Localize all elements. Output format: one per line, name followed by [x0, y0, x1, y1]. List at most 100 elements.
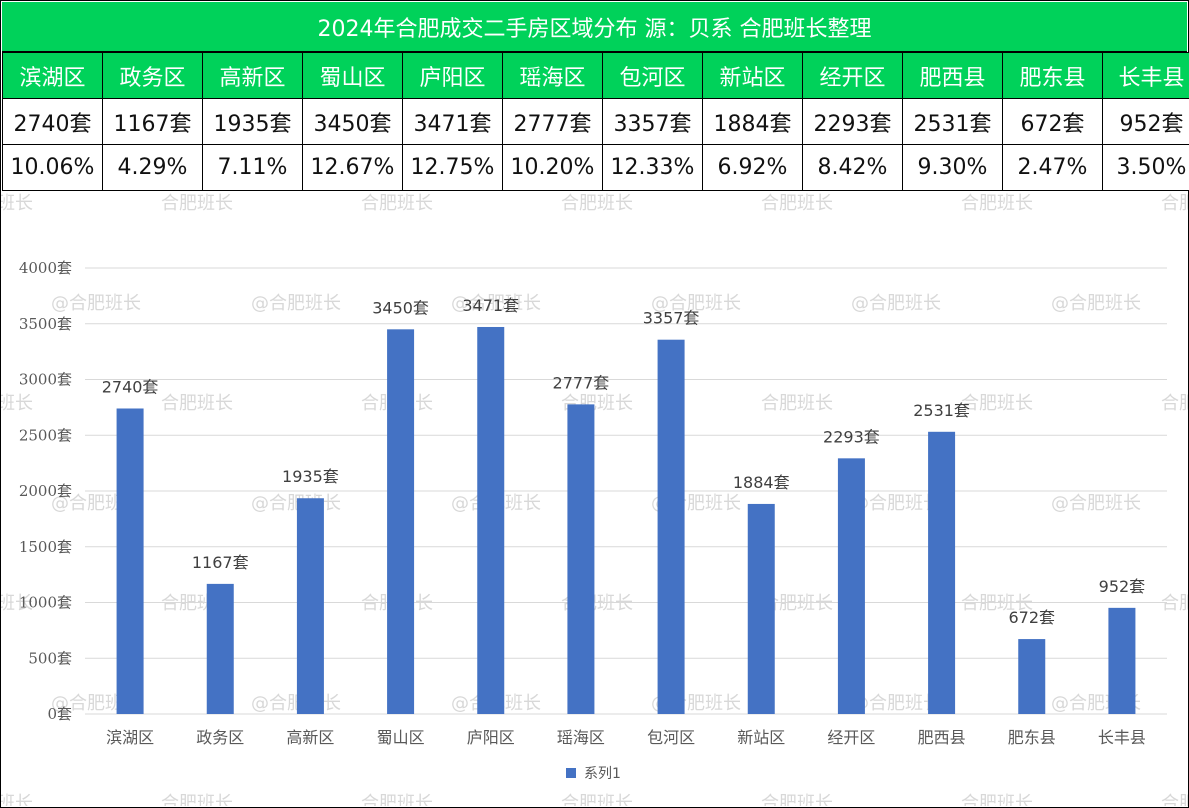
table-cell-count: 2293套: [802, 98, 903, 145]
table-cell-percent: 7.11%: [202, 144, 303, 191]
data-label: 3450套: [372, 298, 429, 317]
data-label: 1935套: [282, 467, 339, 486]
table-cell-count: 1935套: [202, 98, 303, 145]
watermark-text: @合肥班长: [1051, 493, 1141, 514]
table-header-cell: 包河区: [602, 52, 703, 99]
table-row-percents: 10.06% 4.29% 7.11% 12.67% 12.75% 10.20% 12.33%…: [2, 144, 1189, 191]
table-cell-count: 1167套: [102, 98, 203, 145]
x-tick-label: 政务区: [196, 728, 244, 747]
x-tick-label: 肥东县: [1008, 728, 1056, 747]
table-header-cell: 新站区: [702, 52, 803, 99]
table-cell-count: 1884套: [702, 98, 803, 145]
watermark-text: 合肥班长: [961, 593, 1033, 614]
data-label: 3357套: [643, 309, 700, 328]
watermark-text: 合肥班长: [761, 393, 833, 414]
watermark-text: 合肥班长: [361, 793, 433, 806]
x-tick-label: 肥西县: [918, 728, 966, 747]
table-header-row: 滨湖区 政务区 高新区 蜀山区 庐阳区 瑶海区 包河区 新站区 经开区 肥西县 肥东县 长丰县: [2, 52, 1189, 99]
table-header-cell: 长丰县: [1102, 52, 1189, 99]
table-header-cell: 蜀山区: [302, 52, 403, 99]
table-cell-percent: 2.47%: [1002, 144, 1103, 191]
x-tick-label: 经开区: [827, 728, 875, 747]
watermark-text: 合肥班长: [1161, 193, 1188, 214]
table-cell-count: 2740套: [2, 98, 103, 145]
data-label: 952套: [1099, 577, 1146, 596]
bar: [387, 329, 415, 714]
table-header-cell: 庐阳区: [402, 52, 503, 99]
watermark-text: 合肥班长: [1, 593, 33, 614]
page-title: 2024年合肥成交二手房区域分布 源：贝系 合肥班长整理: [2, 2, 1187, 52]
y-tick-label: 1500套: [19, 538, 72, 556]
y-tick-label: 500套: [28, 649, 72, 667]
y-tick-label: 3500套: [19, 315, 72, 333]
table-cell-count: 3471套: [402, 98, 503, 145]
data-label: 672套: [1008, 608, 1055, 627]
watermark-text: 合肥班长: [161, 793, 233, 806]
watermark-text: 合肥班长: [1161, 593, 1188, 614]
data-label: 2740套: [102, 377, 159, 396]
x-tick-label: 蜀山区: [377, 728, 425, 747]
watermark-text: 合肥班长: [1161, 393, 1188, 414]
bar-chart: 合肥班长合肥班长合肥班长合肥班长合肥班长合肥班长合肥班长@合肥班长@合肥班长@合…: [1, 193, 1188, 806]
table-header-cell: 肥东县: [1002, 52, 1103, 99]
watermark-text: @合肥班长: [651, 293, 741, 314]
table-cell-count: 2777套: [502, 98, 603, 145]
watermark-text: 合肥班长: [1, 393, 33, 414]
table-header-cell: 滨湖区: [2, 52, 103, 99]
legend-swatch: [566, 768, 576, 778]
table-cell-percent: 10.06%: [2, 144, 103, 191]
table-header-cell: 高新区: [202, 52, 303, 99]
table-header-cell: 政务区: [102, 52, 203, 99]
bar: [296, 498, 324, 714]
table-row-counts: 2740套 1167套 1935套 3450套 3471套 2777套 3357套 1884套…: [2, 98, 1189, 145]
table-cell-percent: 10.20%: [502, 144, 603, 191]
y-tick-label: 2500套: [19, 426, 72, 444]
table-cell-count: 952套: [1102, 98, 1189, 145]
y-tick-label: 0套: [47, 705, 72, 723]
data-label: 3471套: [462, 296, 519, 315]
watermark-text: @合肥班长: [851, 293, 941, 314]
table-cell-count: 3357套: [602, 98, 703, 145]
watermark-text: @合肥班长: [1051, 293, 1141, 314]
data-label: 2531套: [913, 401, 970, 420]
table-cell-percent: 4.29%: [102, 144, 203, 191]
x-tick-label: 庐阳区: [467, 728, 515, 747]
watermark-text: 合肥班长: [761, 793, 833, 806]
table-header-cell: 肥西县: [902, 52, 1003, 99]
watermark-text: @合肥班长: [251, 293, 341, 314]
watermark-text: 合肥班长: [961, 393, 1033, 414]
watermark-text: @合肥班长: [51, 293, 141, 314]
x-tick-label: 新站区: [737, 728, 785, 747]
watermark-text: @合肥班长: [851, 693, 941, 714]
table-header-cell: 经开区: [802, 52, 903, 99]
data-label: 2293套: [823, 427, 880, 446]
watermark-text: 合肥班长: [1161, 793, 1188, 806]
bar: [477, 326, 505, 714]
x-tick-label: 长丰县: [1098, 728, 1146, 747]
x-tick-label: 滨湖区: [106, 728, 154, 747]
watermark-text: 合肥班长: [1, 793, 33, 806]
y-tick-label: 2000套: [19, 482, 72, 500]
watermark-text: 合肥班长: [961, 793, 1033, 806]
y-tick-label: 1000套: [19, 594, 72, 612]
watermark-text: 合肥班长: [1, 193, 33, 214]
table-cell-percent: 12.67%: [302, 144, 403, 191]
watermark-text: @合肥班长: [251, 493, 341, 514]
x-tick-label: 瑶海区: [557, 728, 605, 747]
legend-label: 系列1: [584, 766, 621, 782]
table-cell-count: 2531套: [902, 98, 1003, 145]
y-tick-label: 4000套: [19, 259, 72, 277]
bar: [1018, 639, 1046, 714]
table-cell-percent: 6.92%: [702, 144, 803, 191]
x-tick-label: 高新区: [286, 728, 334, 747]
bar: [567, 404, 595, 714]
table-header-cell: 瑶海区: [502, 52, 603, 99]
bar: [928, 431, 956, 714]
data-label: 2777套: [553, 373, 610, 392]
bar: [206, 583, 234, 714]
data-label: 1884套: [733, 473, 790, 492]
watermark-text: 合肥班长: [761, 593, 833, 614]
watermark-text: @合肥班长: [851, 493, 941, 514]
table-cell-percent: 3.50%: [1102, 144, 1189, 191]
watermark-text: @合肥班长: [251, 693, 341, 714]
